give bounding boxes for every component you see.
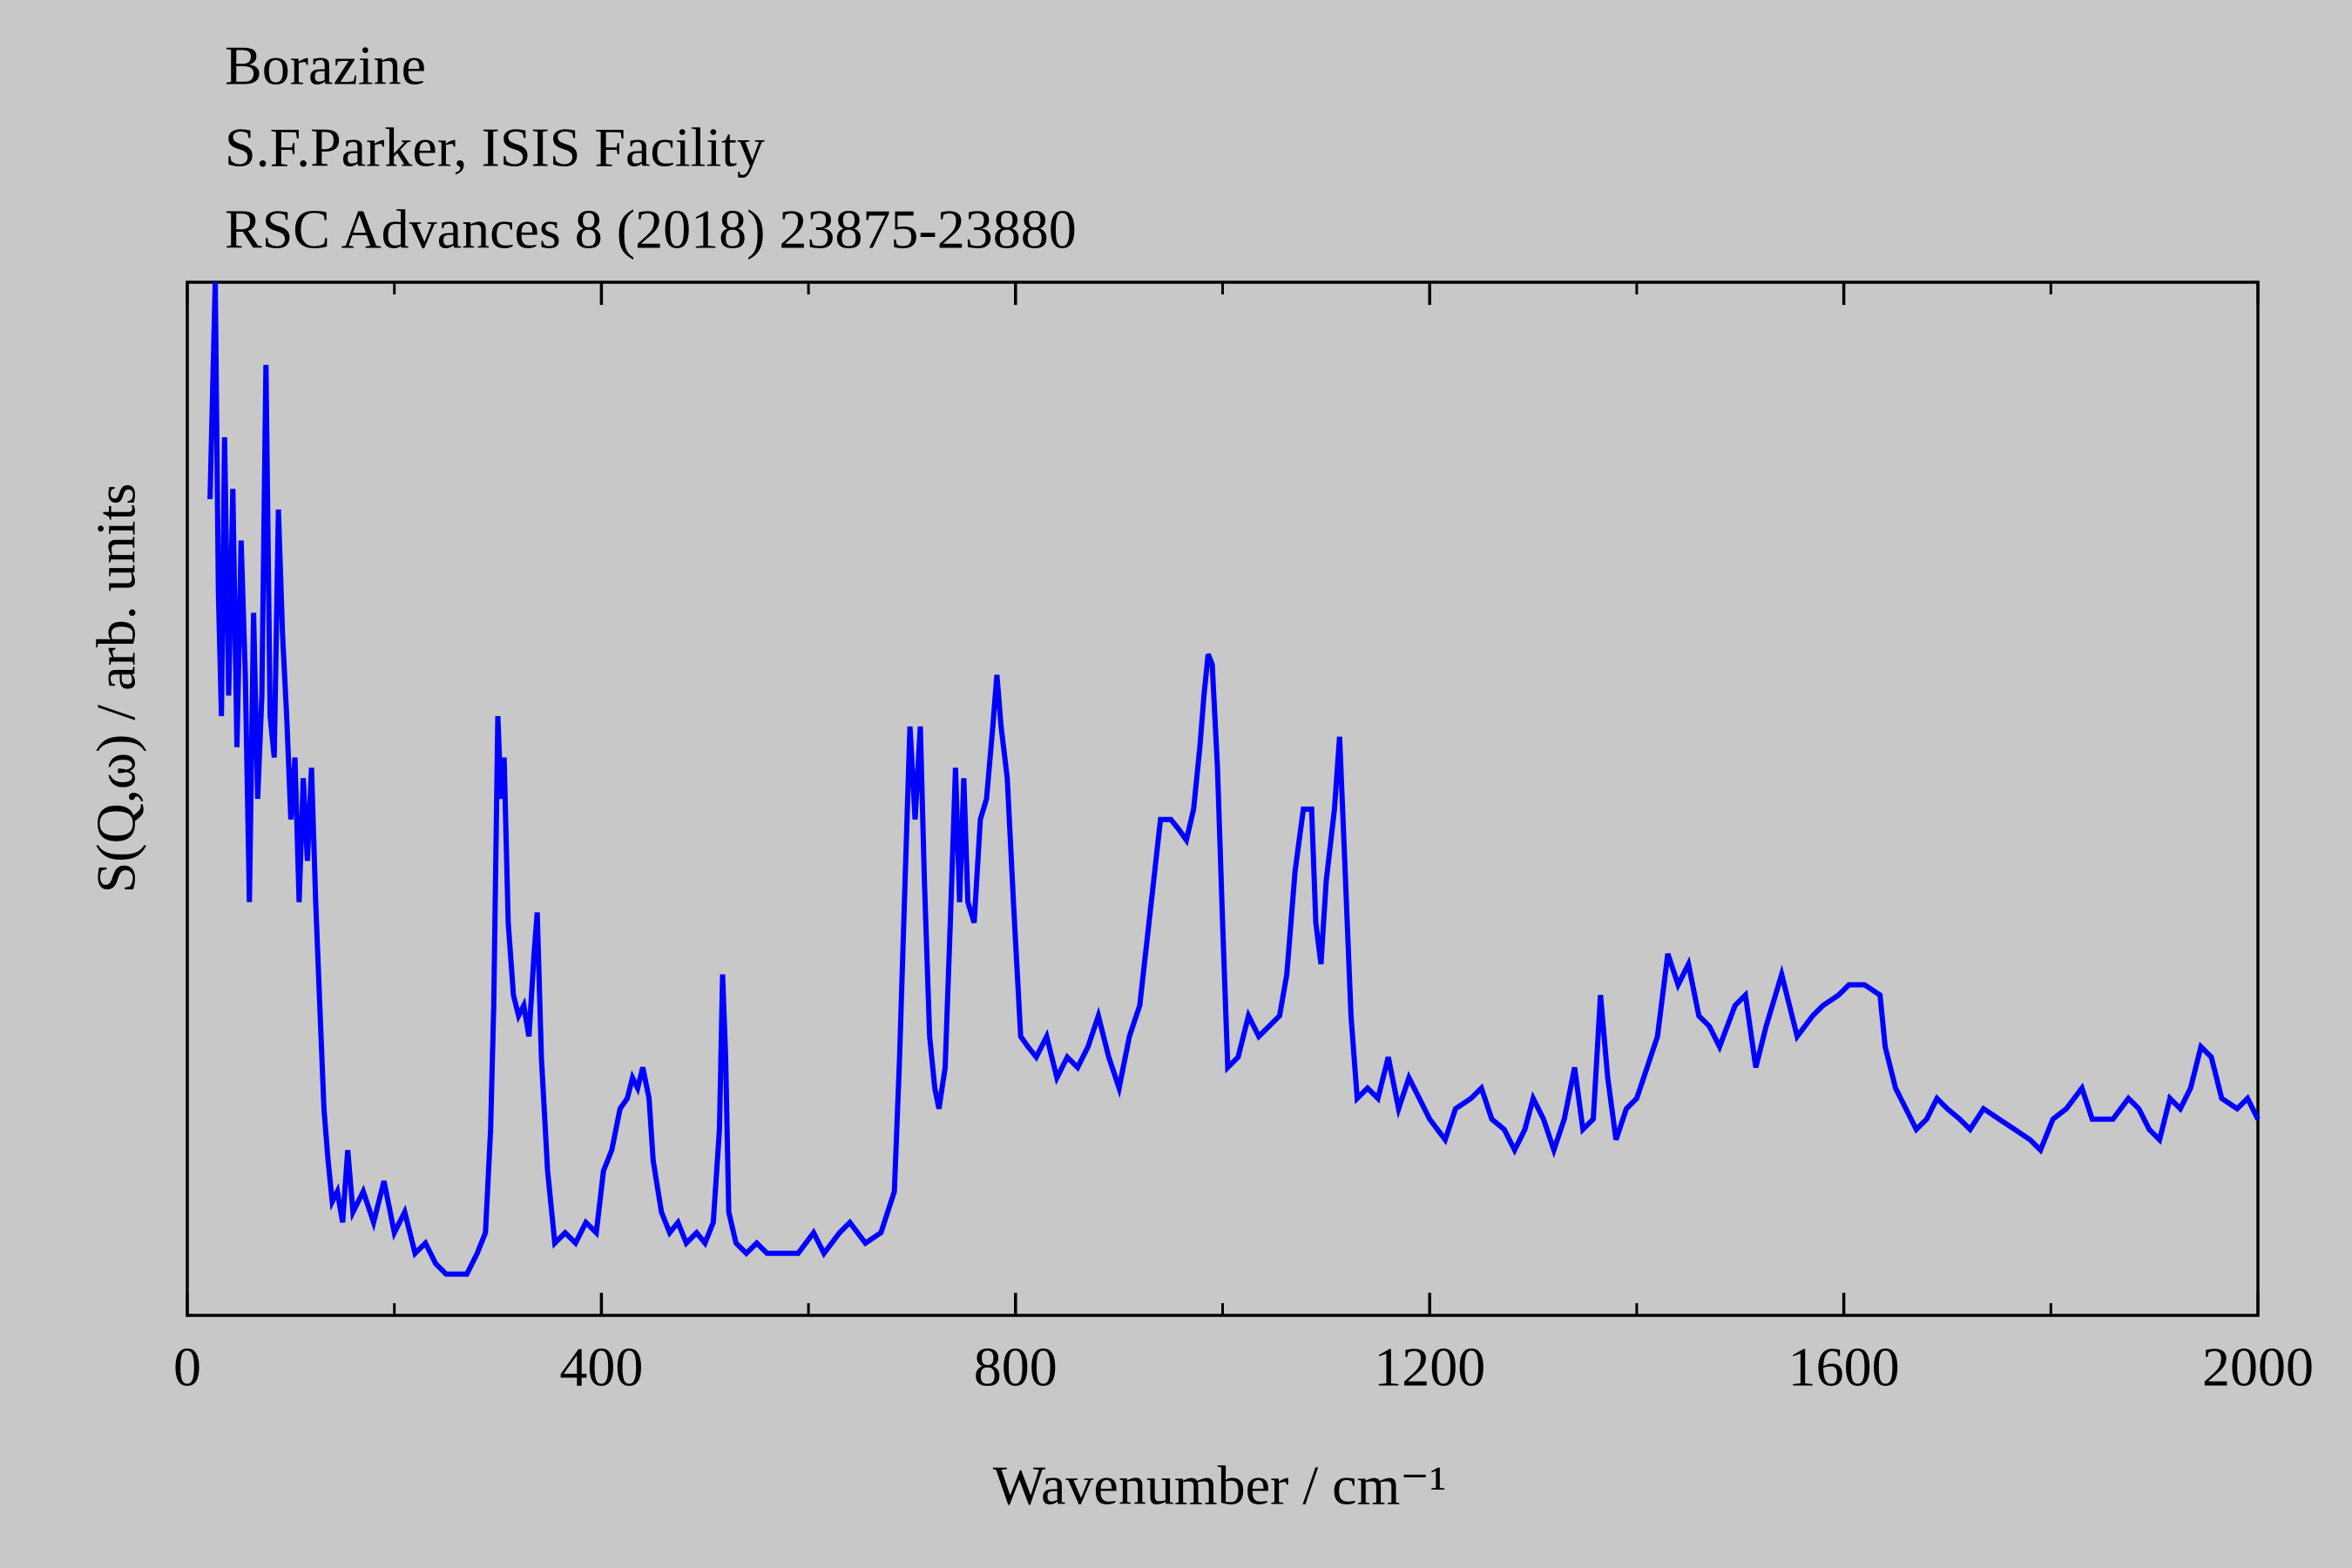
x-tick-label: 400 [559, 1336, 643, 1398]
x-tick-label: 1600 [1788, 1336, 1900, 1398]
x-axis-label: Wavenumber / cm⁻¹ [993, 1455, 1447, 1517]
title-line: RSC Advances 8 (2018) 23875-23880 [225, 199, 1077, 260]
title-line: S.F.Parker, ISIS Facility [225, 117, 765, 179]
x-tick-label: 800 [974, 1336, 1058, 1398]
title-line: Borazine [225, 35, 426, 97]
x-tick-label: 2000 [2202, 1336, 2314, 1398]
x-tick-label: 1200 [1374, 1336, 1485, 1398]
y-axis-label: S(Q,ω) / arb. units [85, 483, 147, 894]
x-tick-label: 0 [173, 1336, 201, 1398]
spectrum-line [207, 281, 2261, 1277]
title-block: Borazine S.F.Parker, ISIS Facility RSC Adv… [225, 35, 1077, 260]
